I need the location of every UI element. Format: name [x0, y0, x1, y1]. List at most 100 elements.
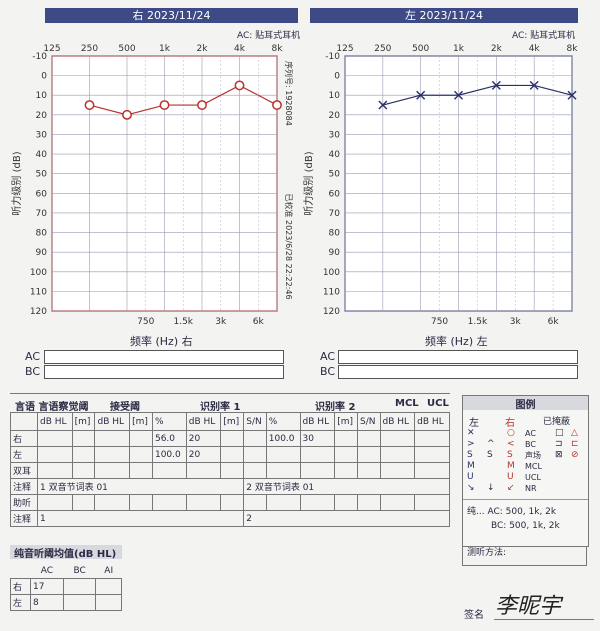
x-tick-label: 125 — [336, 44, 353, 54]
data-point — [159, 100, 170, 110]
x-tick-label: 2k — [197, 44, 209, 54]
pct2-cell: 100.0 — [265, 430, 301, 447]
data-point-stroke — [378, 100, 388, 110]
col-header: S/N — [243, 412, 267, 431]
pta-row-label: 右 — [10, 578, 31, 595]
y-tick-label: 0 — [41, 72, 47, 82]
table-row: 双耳 — [10, 462, 450, 479]
table-row: 右 17 — [10, 578, 122, 595]
col-header: dB HL — [379, 412, 416, 431]
x-bottom-tick-label: 6k — [253, 317, 265, 327]
col-header: dB HL — [414, 412, 450, 431]
y-tick-label: 60 — [36, 189, 48, 199]
x-tick-label: 4k — [529, 44, 541, 54]
legend-title: 图例 — [463, 396, 588, 411]
col-header: dB HL — [299, 412, 336, 431]
left-bc-bar — [338, 365, 578, 379]
y-tick-label: -10 — [32, 52, 47, 62]
row-label: 双耳 — [10, 462, 38, 479]
left-chart-header: 左 2023/11/24 — [310, 8, 578, 23]
data-point — [454, 90, 463, 100]
data-point — [84, 100, 95, 110]
speech-mcl: MCL — [395, 398, 419, 409]
right-bc-bar — [44, 365, 284, 379]
data-point — [378, 100, 388, 110]
y-tick-label: 120 — [30, 307, 47, 317]
x-tick-label: 250 — [81, 44, 98, 54]
legend-left-symbols: ✕ > S M U ↘ — [467, 428, 475, 493]
y-tick-label: 70 — [36, 209, 48, 219]
y-tick-label: 120 — [323, 307, 340, 317]
col-header: dB HL — [94, 412, 131, 431]
y-tick-label: 0 — [334, 72, 340, 82]
series-line — [382, 84, 573, 106]
x-tick-label: 2k — [491, 44, 503, 54]
data-point-stroke — [529, 80, 539, 90]
col-header: [m] — [129, 412, 153, 431]
legend-item: UCL — [525, 473, 541, 482]
right-audiogram: -10 0 10 20 30 40 50 60 70 80 90 100 110 120 125 250 500… — [10, 44, 294, 327]
right-xlabel: 频率 (Hz) 右 — [130, 335, 193, 348]
y-tick-label: 30 — [36, 130, 48, 140]
y-tick-label: 80 — [36, 229, 48, 239]
col-header: S/N — [357, 412, 381, 431]
legend-item: MCL — [525, 462, 542, 471]
note4-cell: 2 — [243, 510, 450, 527]
y-axis-label: 听力级别 (dB) — [302, 151, 315, 215]
col-header: [m] — [71, 412, 96, 431]
legend-item: NR — [525, 484, 537, 493]
col-header: dB HL — [37, 412, 73, 431]
legend-binaural-symbols: ^ S ↓ — [487, 439, 495, 493]
legend-masked: 已掩蔽 — [543, 417, 571, 427]
table-row: 助听 — [10, 494, 450, 511]
data-point — [272, 100, 282, 110]
x-bottom-tick-label: 1.5k — [468, 317, 488, 327]
pta-table: AC BC AI 右 17 左 8 — [10, 563, 122, 611]
right-ac-label: AC — [25, 350, 41, 363]
db2-cell: 30 — [299, 430, 336, 447]
legend-divider — [463, 499, 588, 500]
left-audiogram: -10 0 10 20 30 40 50 60 70 80 90 100 110 120 125 250 500… — [302, 44, 578, 327]
table-row: 左 8 — [10, 594, 122, 611]
y-tick-label: 30 — [329, 130, 341, 140]
legend-pure-ac: 纯... AC: 500, 1k, 2k — [467, 507, 557, 517]
data-point — [416, 90, 426, 100]
row-label: 左 — [10, 446, 38, 463]
y-tick-label: 50 — [36, 170, 48, 180]
x-tick-label: 250 — [374, 44, 391, 54]
y-tick-label: 60 — [329, 189, 341, 199]
signature: 李昵宇 — [495, 594, 562, 619]
table-row: 注释 1 2 — [10, 510, 450, 527]
legend-items: AC BC 声场 MCL UCL NR — [525, 428, 542, 494]
legend-item: AC — [525, 429, 536, 438]
legend-masked-right-symbols: △ ⊏ ⊘ — [571, 428, 579, 460]
y-tick-label: 100 — [323, 268, 340, 278]
speech-rate2: 识别率 2 — [315, 402, 356, 413]
data-point — [197, 100, 207, 110]
note1-cell: 1 双音节词表 01 — [36, 478, 245, 495]
pta-col-bc: BC — [73, 565, 86, 576]
legend-panel: 图例 左 右 已掩蔽 ✕ > S M U ↘ ^ S ↓ ○ < S M U ↙ AC BC 声场 MC… — [462, 395, 589, 547]
col-header: % — [151, 412, 187, 431]
speech-section: 言语 言语察觉阈 接受阈 识别率 1 识别率 2 MCL UCL dB HL [… — [10, 393, 450, 527]
db1-cell: 20 — [185, 446, 222, 463]
pta-row-label: 左 — [10, 594, 31, 611]
data-point-stroke — [454, 90, 463, 100]
table-row: 注释 1 双音节词表 01 2 双音节词表 01 — [10, 478, 450, 495]
y-tick-label: 90 — [36, 248, 48, 258]
pta-ac-cell: 17 — [30, 578, 64, 595]
y-tick-label: 40 — [36, 150, 48, 160]
calibration-date: 已校准 2023/6/28 22:22:46 — [284, 194, 294, 300]
signature-line — [494, 619, 594, 620]
x-bottom-tick-label: 3k — [510, 317, 522, 327]
x-bottom-tick-label: 750 — [431, 317, 448, 327]
right-bc-label: BC — [25, 365, 41, 378]
speech-accept: 接受阈 — [110, 402, 140, 413]
table-row: 右 56.0 20 100.0 30 — [10, 430, 450, 447]
y-tick-label: 20 — [36, 111, 48, 121]
speech-header-row: dB HL [m] dB HL [m] % dB HL [m] S/N % dB… — [10, 412, 450, 431]
y-tick-label: 80 — [329, 229, 341, 239]
x-bottom-tick-label: 1.5k — [173, 317, 193, 327]
speech-table: dB HL [m] dB HL [m] % dB HL [m] S/N % dB… — [10, 412, 450, 527]
left-ac-type: AC: 贴耳式耳机 — [512, 31, 576, 41]
